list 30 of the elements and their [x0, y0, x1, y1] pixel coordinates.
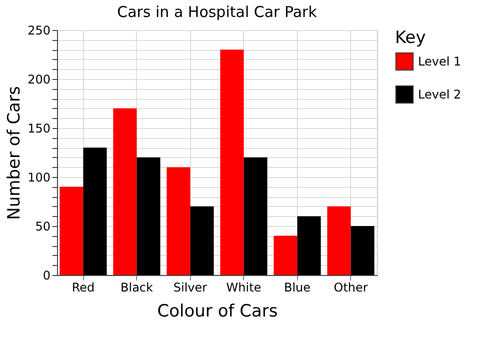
legend-label: Level 2 [418, 88, 462, 102]
y-axis-title: Number of Cars [4, 86, 25, 220]
y-tick-label: 50 [35, 220, 50, 234]
bar [327, 206, 351, 275]
legend-title: Key [395, 28, 426, 48]
bar [166, 167, 190, 275]
bar [113, 108, 137, 275]
y-tick-label: 0 [42, 268, 50, 282]
bar [136, 157, 160, 275]
y-tick-label: 250 [28, 24, 50, 38]
x-tick-label: Black [120, 280, 154, 294]
y-tick-label: 200 [28, 72, 50, 86]
bar [244, 157, 268, 275]
bar [350, 226, 374, 275]
x-axis-title: Colour of Cars [157, 302, 278, 322]
legend-label: Level 1 [418, 54, 462, 68]
x-tick-label: Other [334, 280, 368, 294]
y-tick-label: 150 [28, 122, 50, 136]
y-tick-label: 100 [28, 170, 50, 184]
bar [60, 186, 84, 275]
chart-title: Cars in a Hospital Car Park [117, 3, 318, 21]
x-tick-label: Blue [284, 280, 311, 294]
bar [83, 148, 107, 275]
bar [274, 236, 298, 275]
x-tick-label: Red [72, 280, 95, 294]
bar [220, 50, 244, 275]
bar [297, 216, 321, 275]
x-tick-label: White [226, 280, 262, 294]
bar [190, 206, 214, 275]
x-tick-label: Silver [173, 280, 208, 294]
